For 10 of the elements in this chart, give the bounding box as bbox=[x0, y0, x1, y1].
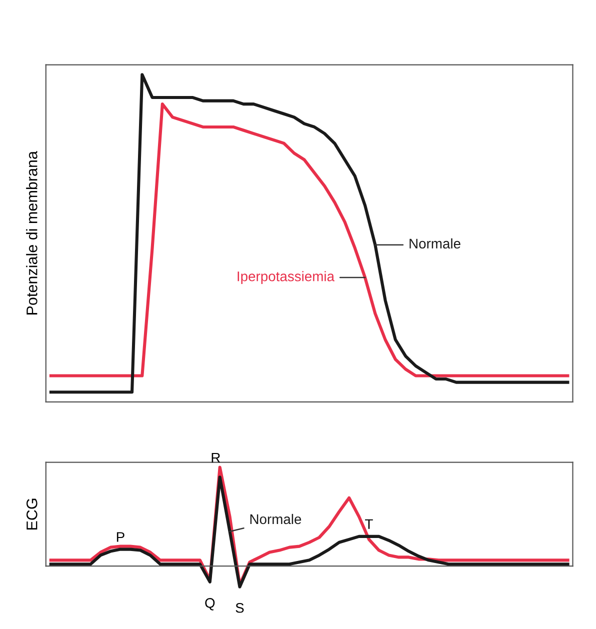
text: Q bbox=[205, 598, 215, 610]
annotation: T bbox=[365, 519, 373, 529]
text: Normale bbox=[410, 238, 460, 249]
y-axis-title: ECG bbox=[26, 498, 38, 530]
annotation: P bbox=[116, 532, 124, 542]
text: S bbox=[236, 602, 244, 613]
series-label: Normale bbox=[250, 514, 302, 524]
y-axis-title: Potenziale di membrana bbox=[26, 150, 38, 314]
series-label: Iperpotassiemia bbox=[238, 271, 334, 284]
text: R bbox=[212, 452, 220, 463]
